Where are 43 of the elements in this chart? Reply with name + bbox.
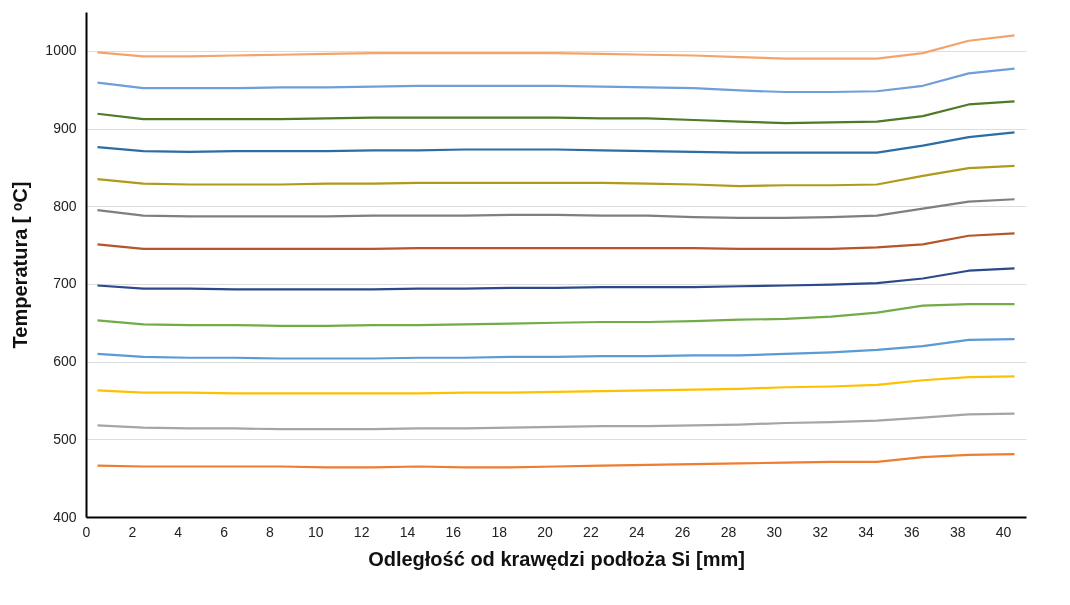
x-tick-label: 14 — [399, 523, 416, 540]
x-tick-label: 40 — [995, 523, 1012, 540]
y-axis-title: Temperatura [ ᵒC] — [9, 181, 32, 349]
x-tick-label: 36 — [904, 523, 920, 540]
x-tick-label: 24 — [628, 523, 645, 540]
line-series — [96, 232, 1016, 251]
x-tick-label: 2 — [128, 523, 137, 540]
y-tick-label: 700 — [53, 275, 77, 292]
line-series — [96, 67, 1016, 94]
y-tick-label: 500 — [53, 430, 77, 447]
x-tick-label: 30 — [766, 523, 783, 540]
line-series — [96, 303, 1016, 327]
line-series — [96, 131, 1016, 154]
x-tick-label: 28 — [720, 523, 737, 540]
y-tick-label: 1000 — [45, 42, 77, 59]
line-series — [96, 100, 1016, 125]
x-tick-label: 16 — [445, 523, 462, 540]
y-tick-label: 400 — [53, 508, 77, 525]
x-tick-label: 10 — [307, 523, 324, 540]
line-series — [96, 412, 1016, 431]
x-tick-label: 12 — [353, 523, 370, 540]
line-series — [96, 164, 1016, 188]
x-axis-title: Odległość od krawędzi podłoża Si [mm] — [368, 547, 745, 570]
line-series — [96, 337, 1016, 360]
x-tick-label: 32 — [812, 523, 829, 540]
x-tick-label: 18 — [491, 523, 508, 540]
x-tick-label: 0 — [82, 523, 91, 540]
x-tick-label: 20 — [537, 523, 554, 540]
line-series — [96, 34, 1016, 60]
x-tick-label: 26 — [674, 523, 691, 540]
x-tick-label: 6 — [220, 523, 229, 540]
line-series — [96, 198, 1016, 219]
x-tick-label: 4 — [174, 523, 183, 540]
line-series — [96, 267, 1016, 291]
x-tick-label: 38 — [949, 523, 966, 540]
line-series — [96, 452, 1016, 469]
x-tick-label: 34 — [858, 523, 875, 540]
x-tick-label: 8 — [266, 523, 275, 540]
x-tick-label: 22 — [583, 523, 599, 540]
y-tick-label: 900 — [53, 120, 77, 137]
y-tick-label: 600 — [53, 353, 77, 370]
line-series — [96, 375, 1016, 395]
y-tick-label: 800 — [53, 197, 77, 214]
